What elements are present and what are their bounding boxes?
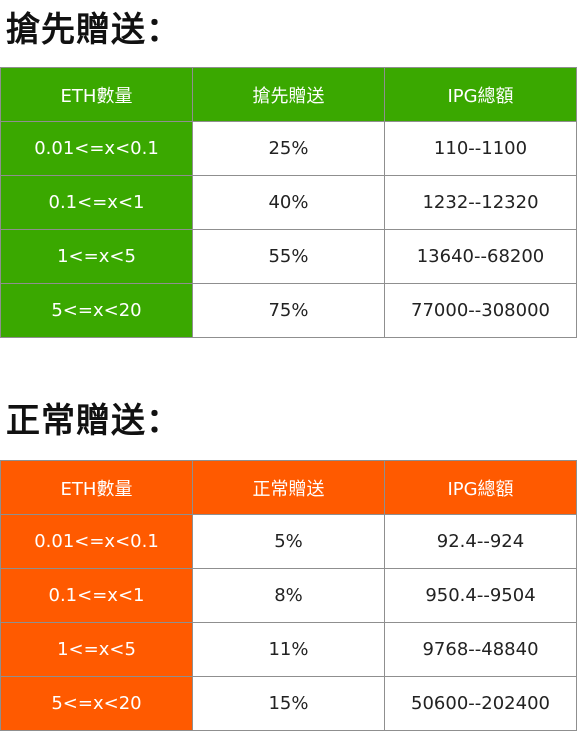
eth-range-cell: 5<=x<20 [0,283,193,338]
table-header-row: ETH數量 搶先贈送 IPG總額 [0,67,577,122]
eth-range-cell: 1<=x<5 [0,229,193,284]
bonus-percent-cell: 8% [192,568,385,623]
header-ipg-total: IPG總額 [384,460,577,515]
eth-range-cell: 0.1<=x<1 [0,175,193,230]
table-row: 5<=x<20 15% 50600--202400 [0,676,577,731]
ipg-total-cell: 9768--48840 [384,622,577,677]
ipg-total-cell: 92.4--924 [384,514,577,569]
eth-range-cell: 5<=x<20 [0,676,193,731]
table-header-row: ETH數量 正常贈送 IPG總額 [0,460,577,515]
bonus-percent-cell: 75% [192,283,385,338]
bonus-percent-cell: 25% [192,121,385,176]
header-bonus: 正常贈送 [192,460,385,515]
eth-range-cell: 1<=x<5 [0,622,193,677]
table-row: 0.1<=x<1 8% 950.4--9504 [0,568,577,623]
ipg-total-cell: 13640--68200 [384,229,577,284]
table-row: 5<=x<20 75% 77000--308000 [0,283,577,338]
ipg-total-cell: 77000--308000 [384,283,577,338]
bonus-percent-cell: 15% [192,676,385,731]
header-eth-amount: ETH數量 [0,67,193,122]
table-row: 0.01<=x<0.1 25% 110--1100 [0,121,577,176]
eth-range-cell: 0.01<=x<0.1 [0,121,193,176]
ipg-total-cell: 110--1100 [384,121,577,176]
header-bonus: 搶先贈送 [192,67,385,122]
table-row: 1<=x<5 55% 13640--68200 [0,229,577,284]
bonus-table-normal: ETH數量 正常贈送 IPG總額 0.01<=x<0.1 5% 92.4--92… [0,460,577,731]
bonus-percent-cell: 40% [192,175,385,230]
bonus-percent-cell: 5% [192,514,385,569]
section-title: 搶先贈送： [6,10,181,50]
table-row: 0.01<=x<0.1 5% 92.4--924 [0,514,577,569]
ipg-total-cell: 950.4--9504 [384,568,577,623]
table-row: 1<=x<5 11% 9768--48840 [0,622,577,677]
eth-range-cell: 0.01<=x<0.1 [0,514,193,569]
header-eth-amount: ETH數量 [0,460,193,515]
bonus-percent-cell: 11% [192,622,385,677]
table-row: 0.1<=x<1 40% 1232--12320 [0,175,577,230]
eth-range-cell: 0.1<=x<1 [0,568,193,623]
bonus-table-early: ETH數量 搶先贈送 IPG總額 0.01<=x<0.1 25% 110--11… [0,67,577,338]
header-ipg-total: IPG總額 [384,67,577,122]
bonus-percent-cell: 55% [192,229,385,284]
section-title: 正常贈送： [6,401,181,441]
ipg-total-cell: 50600--202400 [384,676,577,731]
ipg-total-cell: 1232--12320 [384,175,577,230]
